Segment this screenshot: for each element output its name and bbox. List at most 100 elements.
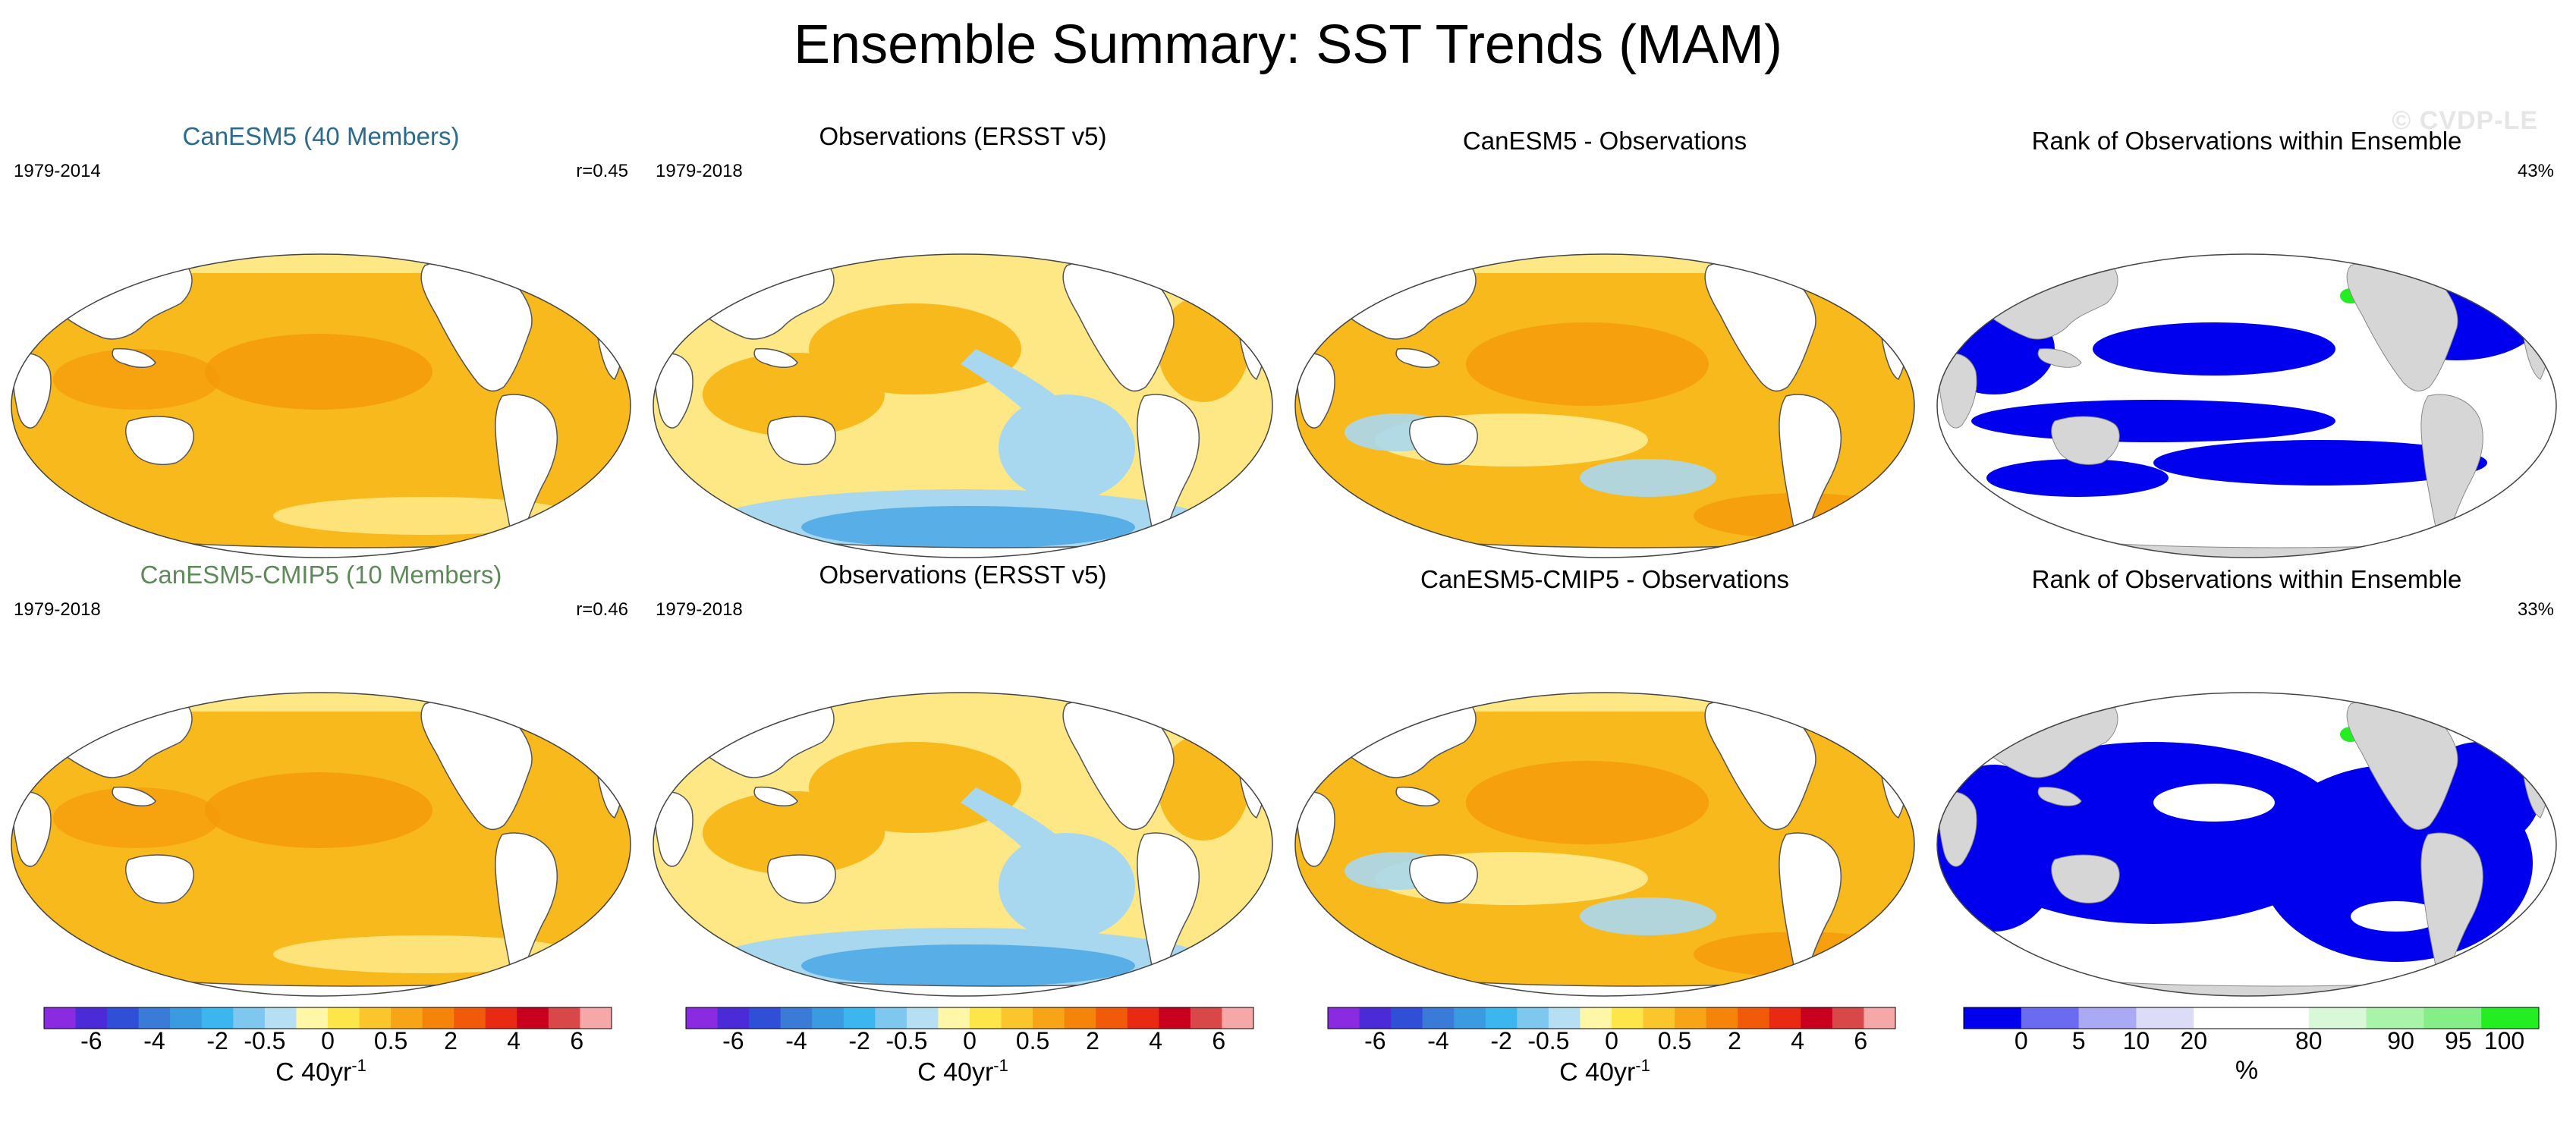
map-border — [11, 692, 631, 997]
map-border — [1294, 253, 1915, 558]
colorbar-swatch — [2194, 1007, 2252, 1029]
colorbar-tick-label: 100 — [2484, 1027, 2524, 1054]
colorbar-tick-label: -2 — [206, 1027, 228, 1054]
land-outline — [1395, 786, 1440, 806]
colorbar-tick-label: 90 — [2387, 1027, 2414, 1054]
colorbar-swatch — [138, 1007, 171, 1029]
colorbar-tick-label: -4 — [785, 1027, 807, 1054]
colorbar-swatch — [1517, 1007, 1549, 1029]
colorbar-tick-label: 5 — [2072, 1027, 2086, 1054]
colorbar-frame — [1963, 1007, 2540, 1029]
panel-r2c2: Observations (ERSST v5) 1979-2018 — [642, 560, 1284, 1000]
colorbar-swatch — [1738, 1007, 1770, 1029]
colorbar-swatch — [548, 1007, 580, 1029]
colorbar-tick-label: 2 — [1086, 1027, 1099, 1054]
panel-r1c3: CanESM5 - Observations — [1284, 121, 1926, 561]
colorbar-swatch — [422, 1007, 454, 1029]
colorbar-tick-label: -6 — [80, 1027, 102, 1054]
colorbar-swatch — [1643, 1007, 1675, 1029]
trend-region — [1466, 761, 1709, 844]
land-mask — [2037, 787, 2082, 806]
colorbar-tick-label: 2 — [444, 1027, 458, 1054]
map-border — [1294, 692, 1915, 997]
colorbar-swatch — [2136, 1007, 2194, 1029]
land-outline — [12, 353, 52, 429]
colorbar-swatch — [328, 1007, 360, 1029]
panel-title: Rank of Observations within Ensemble — [2031, 565, 2462, 593]
colorbar-swatch — [75, 1007, 108, 1029]
rank-map — [1936, 253, 2557, 558]
trend-region — [97, 255, 131, 269]
period-label: 1979-2014 — [14, 161, 101, 181]
trend-map — [11, 253, 631, 558]
trend-colorbar: -6 -4 -2 -0.5 0 0.5 2 4 6 C 40yr-1 — [642, 1001, 1284, 1123]
colorbar-swatch — [1612, 1007, 1644, 1029]
colorbar-tick-label: -4 — [1427, 1027, 1448, 1054]
panel-r1c4: Rank of Observations within Ensemble 43% — [1926, 121, 2568, 561]
land-outline — [1296, 353, 1335, 429]
map-border — [1936, 692, 2557, 997]
colorbar-tick-label: -0.5 — [1527, 1027, 1569, 1054]
land-outline — [1395, 347, 1440, 368]
colorbar-swatch — [1832, 1007, 1864, 1029]
colorbar-swatch — [1328, 1007, 1360, 1029]
land-mask — [1939, 791, 1977, 867]
land-outline — [1408, 416, 1478, 466]
colorbar-swatch — [580, 1007, 612, 1029]
colorbar-unit: % — [2235, 1056, 2259, 1085]
map-field — [653, 693, 1272, 996]
panel-title: CanESM5 - Observations — [1462, 127, 1747, 155]
colorbar-swatch — [2481, 1007, 2540, 1029]
colorbar-swatch — [44, 1007, 77, 1029]
land-outline — [12, 791, 52, 867]
area-percent-label: 43% — [2517, 161, 2554, 181]
colorbar-swatch — [1769, 1007, 1801, 1029]
trend-region — [121, 882, 516, 951]
land-outline — [112, 786, 156, 806]
trend-region — [53, 349, 220, 410]
colorbar-swatches: -6 -4 -2 -0.5 0 0.5 2 4 6 — [43, 1007, 612, 1054]
panel-r1c2: Observations (ERSST v5) 1979-2018 — [642, 121, 1284, 561]
trend-region — [97, 693, 131, 707]
colorbar-swatch — [170, 1007, 203, 1029]
trend-region — [703, 353, 885, 436]
colorbar-swatch — [201, 1007, 234, 1029]
colorbar-tick-label: 0.5 — [1016, 1027, 1049, 1054]
colorbar-swatch — [2078, 1007, 2137, 1029]
colorbar-swatch — [454, 1007, 486, 1029]
rank-low-region — [1986, 459, 2169, 497]
colorbar-swatch — [1548, 1007, 1581, 1029]
map-field — [1295, 254, 1914, 558]
map-field — [11, 693, 631, 996]
colorbar-swatch — [2308, 1007, 2367, 1029]
colorbar-tick-label: -0.5 — [885, 1027, 927, 1054]
trend-region — [1580, 459, 1716, 497]
trend-map — [653, 253, 1273, 558]
colorbar-swatch — [1359, 1007, 1392, 1029]
land-outline — [1127, 258, 1176, 282]
map-field — [1295, 693, 1914, 996]
panel-title: CanESM5-CMIP5 - Observations — [1420, 565, 1789, 593]
colorbar-swatch — [517, 1007, 549, 1029]
colorbar-swatch — [2423, 1007, 2482, 1029]
colorbar-tick-label: 0.5 — [1658, 1027, 1691, 1054]
colorbar-tick-label: 10 — [2123, 1027, 2150, 1054]
rank-mid-region — [2351, 901, 2442, 932]
period-label: 1979-2018 — [656, 599, 743, 620]
ocean-background — [1937, 254, 2556, 558]
colorbar-tick-label: -4 — [143, 1027, 165, 1054]
colorbar-tick-label: 4 — [1149, 1027, 1162, 1054]
colorbar-tick-label: 4 — [1791, 1027, 1804, 1054]
colorbar-tick-label: 0 — [2015, 1027, 2028, 1054]
rank-low-region — [1971, 400, 2335, 442]
colorbar-swatch — [1159, 1007, 1191, 1029]
rank-low-region — [2093, 322, 2335, 376]
colorbar-swatch — [359, 1007, 392, 1029]
colorbar-swatch — [812, 1007, 845, 1029]
map-border — [653, 253, 1273, 558]
trend-map — [653, 692, 1273, 997]
colorbar-swatches: -6 -4 -2 -0.5 0 0.5 2 4 6 — [685, 1007, 1254, 1054]
land-outline — [485, 258, 534, 282]
colorbar-unit: C 40yr-1 — [917, 1056, 1008, 1087]
colorbar-swatch — [1454, 1007, 1486, 1029]
